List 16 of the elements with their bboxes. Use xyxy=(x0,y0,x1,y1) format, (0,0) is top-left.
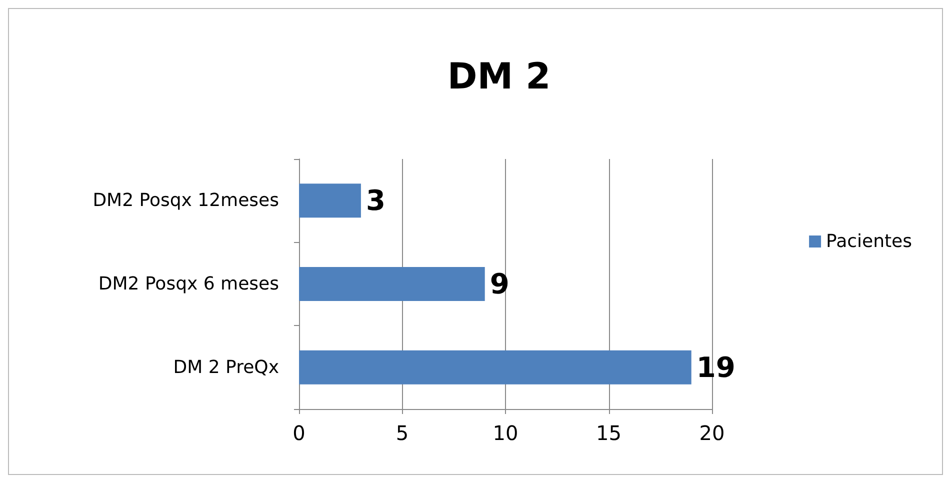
legend-label: Pacientes xyxy=(826,231,912,252)
x-tick-label: 10 xyxy=(492,421,518,445)
y-tick-label: DM2 Posqx 6 meses xyxy=(98,274,279,294)
data-label: 19 xyxy=(696,350,736,384)
bar xyxy=(299,184,361,218)
bar xyxy=(299,350,692,384)
x-tick-label: 20 xyxy=(699,421,725,445)
chart-title: DM 2 xyxy=(447,56,551,98)
x-tick-label: 5 xyxy=(396,421,409,445)
x-tick-label: 15 xyxy=(596,421,622,445)
y-tick-label: DM 2 PreQx xyxy=(173,356,280,378)
data-label: 3 xyxy=(366,184,386,218)
bar xyxy=(299,267,485,301)
y-tick-label: DM2 Posqx 12meses xyxy=(92,190,279,212)
data-label: 9 xyxy=(490,268,510,300)
x-tick-label: 0 xyxy=(292,421,306,445)
